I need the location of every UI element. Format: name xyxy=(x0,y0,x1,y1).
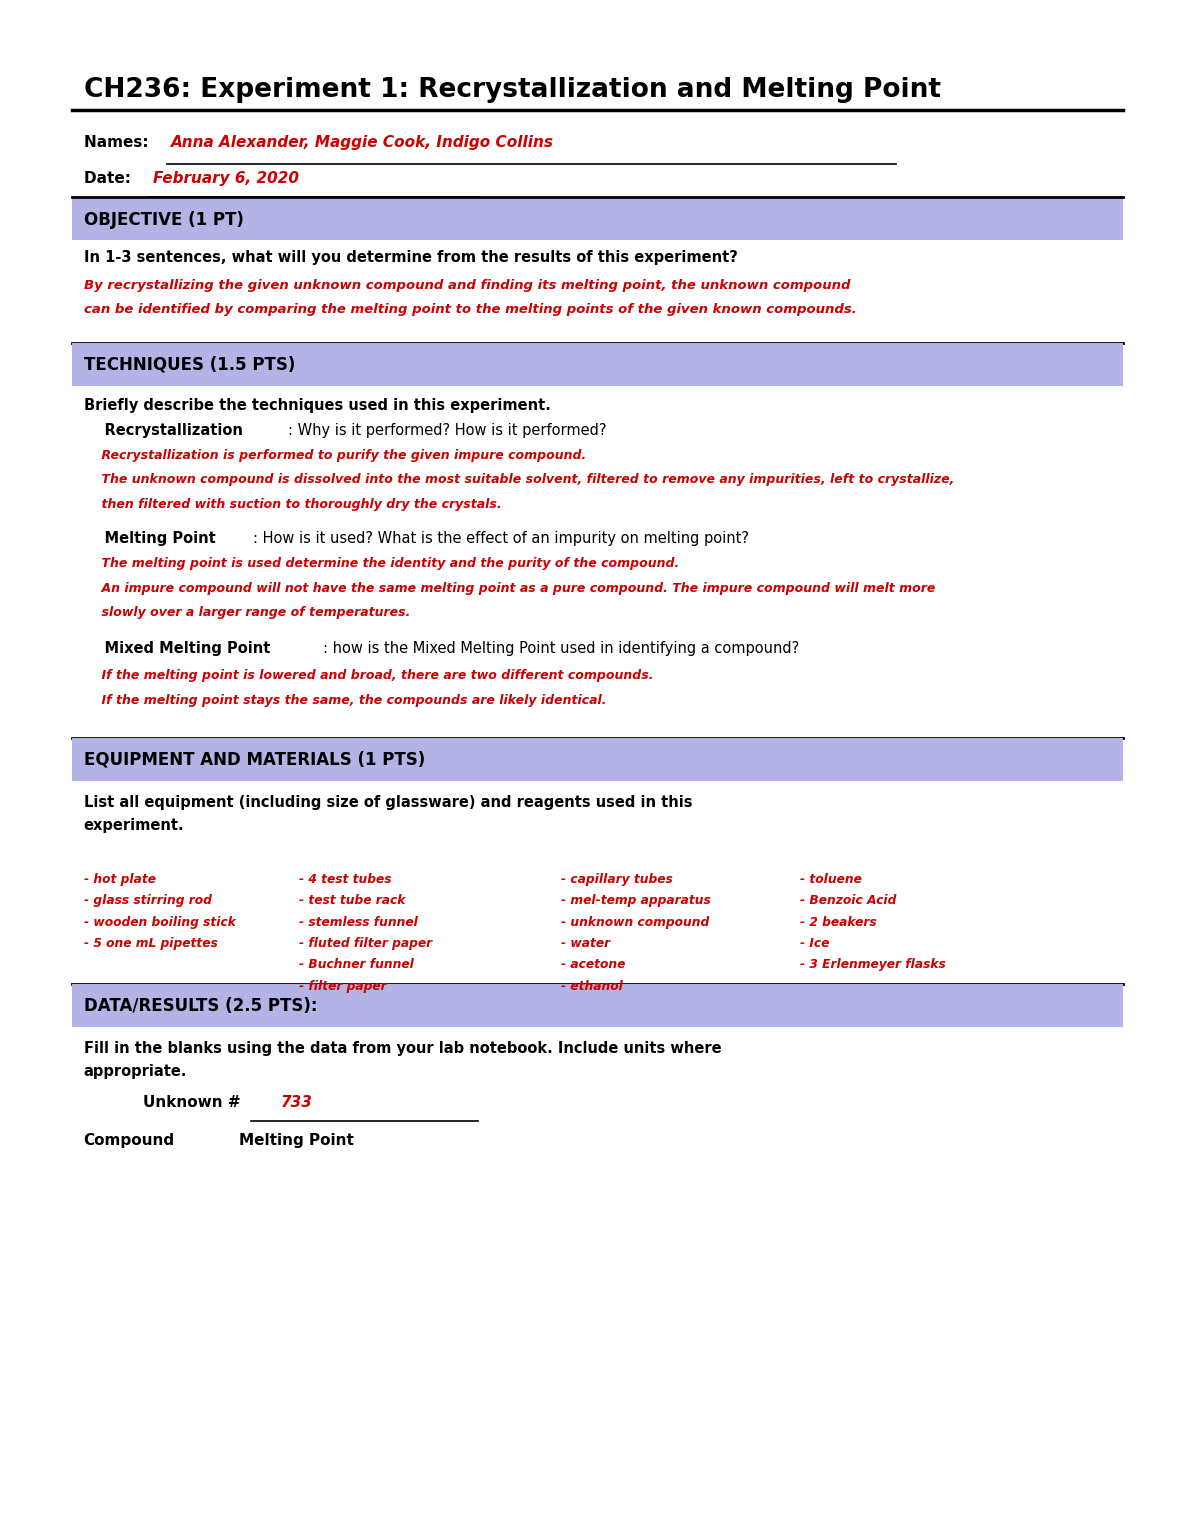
Text: Date:: Date: xyxy=(84,171,136,187)
Text: - 2 beakers: - 2 beakers xyxy=(800,916,877,928)
Text: Recrystallization is performed to purify the given impure compound.: Recrystallization is performed to purify… xyxy=(84,449,586,461)
Text: Fill in the blanks using the data from your lab notebook. Include units where: Fill in the blanks using the data from y… xyxy=(84,1041,721,1056)
Text: : How is it used? What is the effect of an impurity on melting point?: : How is it used? What is the effect of … xyxy=(253,531,749,547)
Text: The melting point is used determine the identity and the purity of the compound.: The melting point is used determine the … xyxy=(84,557,679,570)
Text: TECHNIQUES (1.5 PTS): TECHNIQUES (1.5 PTS) xyxy=(84,355,295,374)
Text: : Why is it performed? How is it performed?: : Why is it performed? How is it perform… xyxy=(288,423,606,438)
Text: DATA/RESULTS (2.5 PTS):: DATA/RESULTS (2.5 PTS): xyxy=(84,997,317,1015)
Text: Anna Alexander, Maggie Cook, Indigo Collins: Anna Alexander, Maggie Cook, Indigo Coll… xyxy=(170,135,554,150)
Text: Melting Point: Melting Point xyxy=(84,531,215,547)
Text: OBJECTIVE (1 PT): OBJECTIVE (1 PT) xyxy=(84,211,244,228)
Text: - filter paper: - filter paper xyxy=(299,980,386,992)
FancyBboxPatch shape xyxy=(72,343,1123,386)
Text: - 4 test tubes: - 4 test tubes xyxy=(299,873,391,885)
Text: - unknown compound: - unknown compound xyxy=(562,916,709,928)
Text: 733: 733 xyxy=(281,1095,312,1110)
Text: Names:: Names: xyxy=(84,135,154,150)
Text: - capillary tubes: - capillary tubes xyxy=(562,873,673,885)
Text: - glass stirring rod: - glass stirring rod xyxy=(84,894,211,906)
Text: The unknown compound is dissolved into the most suitable solvent, filtered to re: The unknown compound is dissolved into t… xyxy=(84,473,954,485)
Text: - Ice: - Ice xyxy=(800,937,829,949)
FancyBboxPatch shape xyxy=(72,199,1123,240)
Text: - wooden boiling stick: - wooden boiling stick xyxy=(84,916,235,928)
Text: February 6, 2020: February 6, 2020 xyxy=(152,171,299,187)
Text: - 5 one mL pipettes: - 5 one mL pipettes xyxy=(84,937,217,949)
Text: - acetone: - acetone xyxy=(562,958,626,971)
FancyBboxPatch shape xyxy=(72,738,1123,781)
Text: If the melting point is lowered and broad, there are two different compounds.: If the melting point is lowered and broa… xyxy=(84,669,653,681)
Text: - test tube rack: - test tube rack xyxy=(299,894,406,906)
Text: - 3 Erlenmeyer flasks: - 3 Erlenmeyer flasks xyxy=(800,958,946,971)
Text: can be identified by comparing the melting point to the melting points of the gi: can be identified by comparing the melti… xyxy=(84,303,857,315)
Text: An impure compound will not have the same melting point as a pure compound. The : An impure compound will not have the sam… xyxy=(84,582,935,594)
Text: - stemless funnel: - stemless funnel xyxy=(299,916,418,928)
Text: Melting Point: Melting Point xyxy=(239,1133,354,1148)
Text: - hot plate: - hot plate xyxy=(84,873,156,885)
Text: Briefly describe the techniques used in this experiment.: Briefly describe the techniques used in … xyxy=(84,398,551,413)
Text: - fluted filter paper: - fluted filter paper xyxy=(299,937,432,949)
Text: experiment.: experiment. xyxy=(84,818,185,833)
Text: - Buchner funnel: - Buchner funnel xyxy=(299,958,414,971)
Text: By recrystallizing the given unknown compound and finding its melting point, the: By recrystallizing the given unknown com… xyxy=(84,279,850,291)
Text: : how is the Mixed Melting Point used in identifying a compound?: : how is the Mixed Melting Point used in… xyxy=(323,641,799,657)
Text: Compound: Compound xyxy=(84,1133,175,1148)
Text: In 1-3 sentences, what will you determine from the results of this experiment?: In 1-3 sentences, what will you determin… xyxy=(84,250,738,265)
Text: EQUIPMENT AND MATERIALS (1 PTS): EQUIPMENT AND MATERIALS (1 PTS) xyxy=(84,750,425,769)
Text: Mixed Melting Point: Mixed Melting Point xyxy=(84,641,270,657)
Text: - ethanol: - ethanol xyxy=(562,980,623,992)
Text: slowly over a larger range of temperatures.: slowly over a larger range of temperatur… xyxy=(84,606,410,619)
Text: - mel-temp apparatus: - mel-temp apparatus xyxy=(562,894,712,906)
Text: then filtered with suction to thoroughly dry the crystals.: then filtered with suction to thoroughly… xyxy=(84,498,502,510)
Text: appropriate.: appropriate. xyxy=(84,1064,187,1079)
Text: - water: - water xyxy=(562,937,611,949)
Text: Recrystallization: Recrystallization xyxy=(84,423,242,438)
FancyBboxPatch shape xyxy=(72,984,1123,1027)
Text: Unknown #: Unknown # xyxy=(143,1095,246,1110)
Text: CH236: Experiment 1: Recrystallization and Melting Point: CH236: Experiment 1: Recrystallization a… xyxy=(84,77,941,103)
Text: - toluene: - toluene xyxy=(800,873,863,885)
Text: If the melting point stays the same, the compounds are likely identical.: If the melting point stays the same, the… xyxy=(84,694,606,706)
Text: - Benzoic Acid: - Benzoic Acid xyxy=(800,894,896,906)
Text: List all equipment (including size of glassware) and reagents used in this: List all equipment (including size of gl… xyxy=(84,795,692,810)
